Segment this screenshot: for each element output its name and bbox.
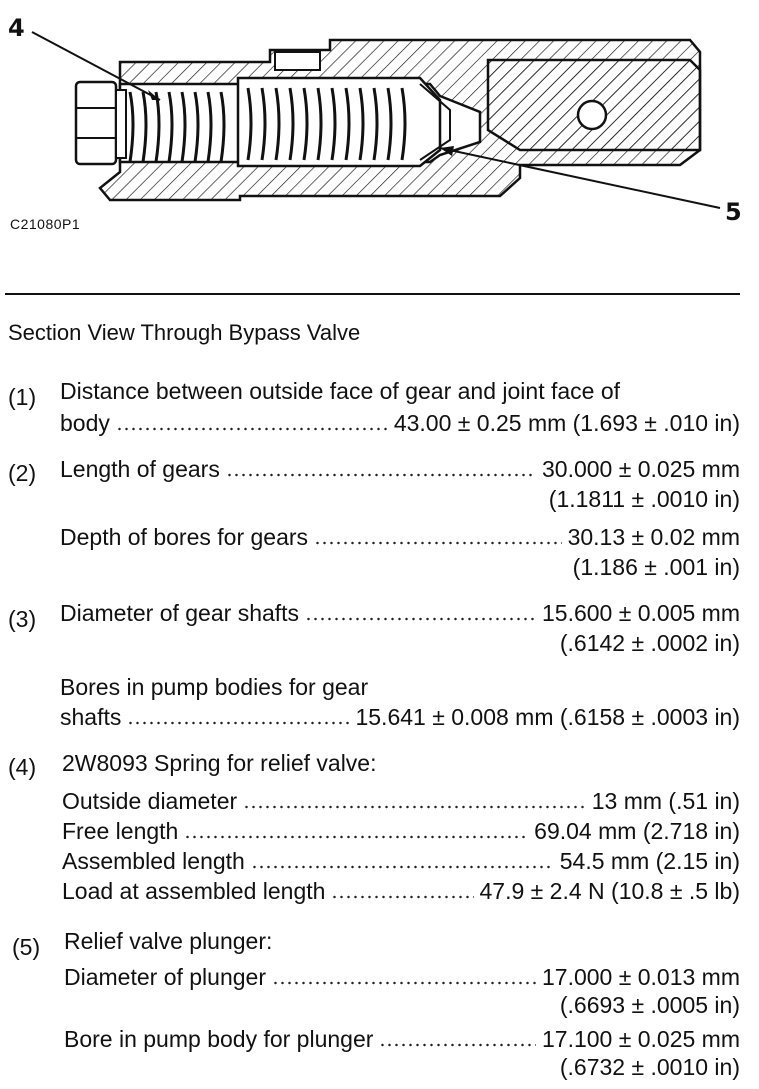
spec-value: 30.13 ± 0.02 mm bbox=[567, 524, 740, 550]
spec-label: Diameter of gear shafts bbox=[60, 600, 300, 626]
spec-line: 2W8093 Spring for relief valve: bbox=[62, 748, 740, 778]
item-number: (1) bbox=[8, 384, 37, 410]
spec-label: Bores in pump bodies for gear bbox=[60, 674, 369, 700]
item-number: (3) bbox=[8, 606, 37, 632]
spec-line: Bore in pump body for plunger 17.100 ± 0… bbox=[64, 1024, 740, 1054]
dot-leader bbox=[184, 834, 529, 840]
spec-line: Free length 69.04 mm (2.718 in) bbox=[62, 816, 740, 846]
spec-line: Diameter of gear shafts 15.600 ± 0.005 m… bbox=[60, 598, 740, 628]
spec-label: Bore in pump body for plunger bbox=[64, 1026, 374, 1052]
item-number: (4) bbox=[8, 754, 37, 780]
spec-label: Diameter of plunger bbox=[64, 964, 266, 990]
spec-line: Relief valve plunger: bbox=[64, 926, 740, 956]
spec-label: Relief valve plunger: bbox=[64, 928, 273, 954]
spec-value: 17.100 ± 0.025 mm bbox=[541, 1026, 740, 1052]
dot-leader bbox=[115, 426, 388, 432]
divider bbox=[5, 293, 740, 295]
dot-leader bbox=[250, 864, 554, 870]
bypass-valve-section-drawing bbox=[31, 31, 721, 209]
spec-value: 69.04 mm (2.718 in) bbox=[534, 818, 740, 844]
dot-leader bbox=[331, 894, 474, 900]
callout-4-leader bbox=[31, 31, 161, 101]
spec-value: 47.9 ± 2.4 N (10.8 ± .5 lb) bbox=[479, 878, 741, 904]
dot-leader bbox=[225, 472, 536, 478]
spec-label: Free length bbox=[62, 818, 179, 844]
spec-line: Depth of bores for gears 30.13 ± 0.02 mm bbox=[60, 522, 740, 552]
dot-leader bbox=[127, 720, 350, 726]
item-number: (2) bbox=[8, 460, 37, 486]
spec-line: Load at assembled length 47.9 ± 2.4 N (1… bbox=[62, 876, 740, 906]
spec-line: Length of gears 30.000 ± 0.025 mm bbox=[60, 454, 740, 484]
figure-id: C21080P1 bbox=[10, 216, 81, 232]
dot-leader bbox=[314, 540, 562, 546]
spec-line: Diameter of plunger 17.000 ± 0.013 mm bbox=[64, 962, 740, 992]
spec-line: Assembled length 54.5 mm (2.15 in) bbox=[62, 846, 740, 876]
spec-value-continued: (.6693 ± .0005 in) bbox=[559, 992, 740, 1018]
spec-line: Bores in pump bodies for gear bbox=[60, 672, 740, 702]
callout-5-leader bbox=[439, 147, 721, 209]
section-view-figure: 4 5 C21080P1 bbox=[0, 0, 759, 280]
dot-leader bbox=[305, 616, 536, 622]
spec-value-continued: (1.1811 ± .0010 in) bbox=[548, 486, 740, 512]
spec-value: 13 mm (.51 in) bbox=[591, 788, 740, 814]
spec-value: 54.5 mm (2.15 in) bbox=[559, 848, 740, 874]
spec-line: body 43.00 ± 0.25 mm (1.693 ± .010 in) bbox=[60, 408, 740, 438]
spec-value: 15.641 ± 0.008 mm (.6158 ± .0003 in) bbox=[355, 704, 740, 730]
spec-line: Distance between outside face of gear an… bbox=[60, 376, 740, 406]
spec-label: shafts bbox=[60, 704, 122, 730]
spec-value: 15.600 ± 0.005 mm bbox=[541, 600, 740, 626]
spec-value-continued: (1.186 ± .001 in) bbox=[572, 554, 740, 580]
spec-label: Load at assembled length bbox=[62, 878, 326, 904]
spec-value: 17.000 ± 0.013 mm bbox=[541, 964, 740, 990]
spec-label: Assembled length bbox=[62, 848, 245, 874]
dot-leader bbox=[272, 980, 536, 986]
callout-5-label: 5 bbox=[725, 198, 742, 226]
item-number: (5) bbox=[12, 934, 41, 960]
callout-4-label: 4 bbox=[8, 14, 25, 42]
spec-label: Depth of bores for gears bbox=[60, 524, 309, 550]
spec-value-continued: (.6142 ± .0002 in) bbox=[559, 630, 740, 656]
spec-value-continued: (.6732 ± .0010 in) bbox=[559, 1054, 740, 1080]
dot-leader bbox=[379, 1042, 536, 1048]
spec-label: Outside diameter bbox=[62, 788, 238, 814]
spec-value: 43.00 ± 0.25 mm (1.693 ± .010 in) bbox=[393, 410, 740, 436]
spec-label: Length of gears bbox=[60, 456, 220, 482]
dot-leader bbox=[243, 804, 586, 810]
spec-label: body bbox=[60, 410, 110, 436]
section-title: Section View Through Bypass Valve bbox=[8, 320, 361, 345]
spec-line: shafts 15.641 ± 0.008 mm (.6158 ± .0003 … bbox=[60, 702, 740, 732]
spec-label: Distance between outside face of gear an… bbox=[60, 378, 621, 404]
spec-line: Outside diameter 13 mm (.51 in) bbox=[62, 786, 740, 816]
spec-value: 30.000 ± 0.025 mm bbox=[541, 456, 740, 482]
spec-label: 2W8093 Spring for relief valve: bbox=[62, 750, 377, 776]
